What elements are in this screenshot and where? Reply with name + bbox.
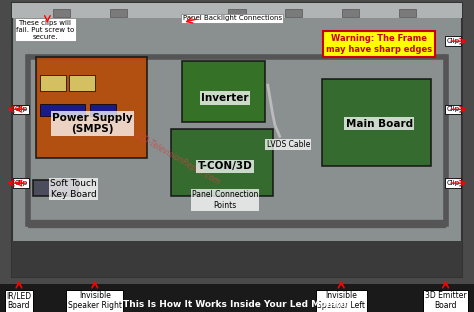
Bar [36,57,147,158]
Text: Soft Touch
Key Board: Soft Touch Key Board [50,179,97,198]
Text: Warning: The Frame
may have sharp edges: Warning: The Frame may have sharp edges [326,34,432,54]
Text: LVDS Cable: LVDS Cable [266,140,310,149]
Bar [399,9,416,17]
Text: Panel Connection
Points: Panel Connection Points [192,190,258,210]
Text: Clip: Clip [447,180,460,186]
Text: Clip: Clip [14,180,27,186]
Text: LCD-TelevisionRepair.com: LCD-TelevisionRepair.com [133,131,222,188]
Bar [40,75,66,91]
Bar [33,180,78,196]
Text: This Is How It Works Inside Your Led Monitor: This Is How It Works Inside Your Led Mon… [123,300,351,309]
Bar [182,61,265,122]
Text: Inverter: Inverter [201,93,249,103]
Text: Clip: Clip [14,106,27,112]
Text: Invisible
Speaker Right: Invisible Speaker Right [68,291,122,310]
Text: Power Supply
(SMPS): Power Supply (SMPS) [52,113,133,134]
Text: Clip: Clip [447,106,460,112]
Bar [285,9,302,17]
Bar [40,104,85,116]
Bar [322,80,431,166]
Bar [228,9,246,17]
Text: Panel Backlight Connections: Panel Backlight Connections [182,16,282,22]
Bar [342,9,359,17]
Text: Clip: Clip [447,38,460,44]
Bar [12,241,462,277]
Bar [12,3,462,18]
Bar [53,9,70,17]
Text: Main Board: Main Board [346,119,413,129]
Bar [171,129,273,196]
Bar [90,104,116,116]
Bar [110,9,127,17]
Text: T-CON/3D: T-CON/3D [198,161,253,171]
Text: IR/LED
Board: IR/LED Board [6,291,32,310]
Text: 3D Emitter
Board: 3D Emitter Board [425,291,466,310]
Bar [69,75,95,91]
Text: Invisible
Speaker Left: Invisible Speaker Left [317,291,365,310]
Text: These clips will
fail. Put screw to
secure.: These clips will fail. Put screw to secu… [16,20,74,40]
